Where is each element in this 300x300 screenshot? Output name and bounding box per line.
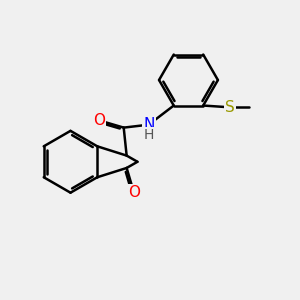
Text: N: N bbox=[143, 117, 154, 132]
Text: S: S bbox=[225, 100, 235, 115]
Text: O: O bbox=[93, 113, 105, 128]
Text: H: H bbox=[143, 128, 154, 142]
Text: O: O bbox=[128, 185, 140, 200]
